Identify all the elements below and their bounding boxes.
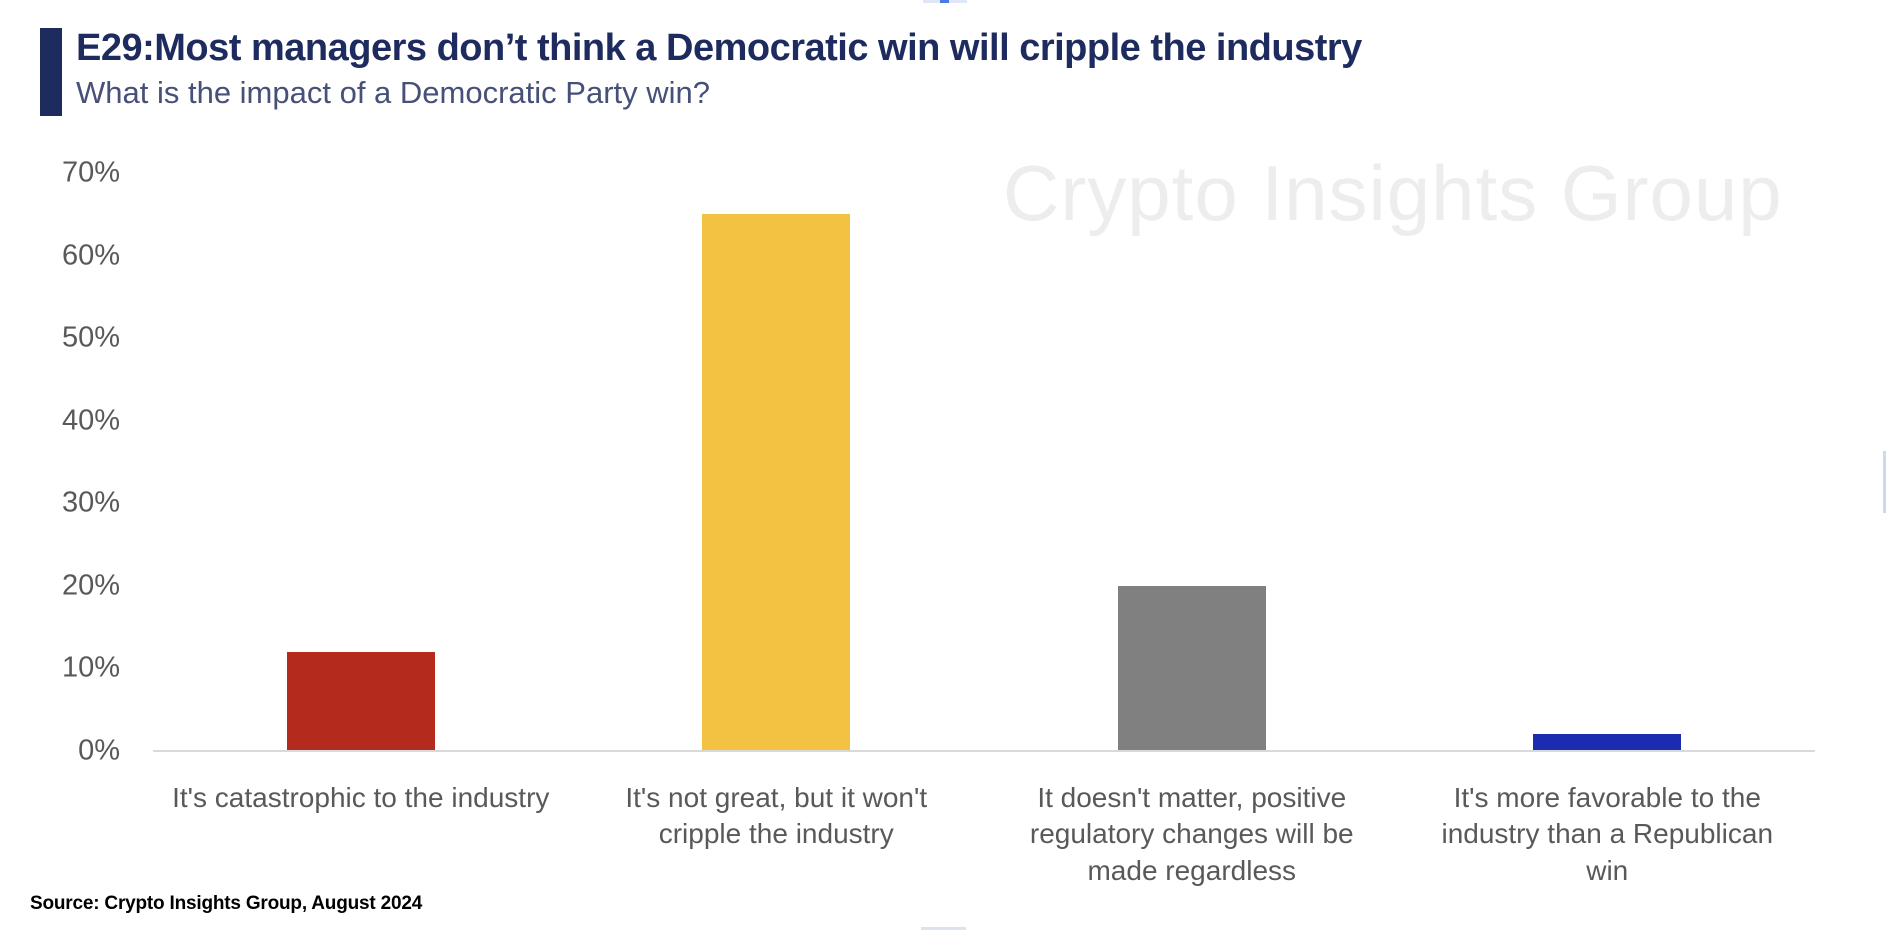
y-axis: 70% 60% 50% 40% 30% 20% 10% 0%: [30, 157, 120, 767]
top-edge-fragment: [923, 0, 967, 3]
bar-slot: [153, 173, 569, 751]
y-axis-tick-label: 20%: [61, 569, 120, 602]
category-label: It's catastrophic to the industry: [172, 782, 550, 813]
y-axis-tick-label: 40%: [61, 404, 120, 437]
y-axis-tick-label: 10%: [61, 651, 120, 684]
bar-doesnt-matter: [1117, 586, 1266, 751]
right-edge-fragment: [1883, 451, 1886, 513]
top-edge-fragment-accent: [940, 0, 949, 3]
bottom-edge-fragment: [921, 927, 966, 930]
category-label: It's more favorable to the industry than…: [1441, 782, 1774, 886]
chart-title: E29:Most managers don’t think a Democrat…: [76, 27, 1362, 69]
y-axis-tick-label: 30%: [61, 486, 120, 519]
y-axis-tick-label: 50%: [61, 321, 120, 354]
bar-slot: [1400, 173, 1816, 751]
y-axis-tick-label: 0%: [78, 734, 120, 767]
bar-slot: [984, 173, 1400, 751]
bar-not-great: [702, 214, 851, 751]
category-label: It doesn't matter, positive regulatory c…: [1029, 782, 1354, 886]
chart-header: E29:Most managers don’t think a Democrat…: [40, 27, 1362, 116]
bar-catastrophic: [286, 652, 435, 751]
x-axis-line: [153, 750, 1815, 752]
chart-subtitle: What is the impact of a Democratic Party…: [76, 74, 711, 110]
plot-area: [153, 173, 1816, 752]
bar-more-favorable: [1533, 734, 1682, 751]
bar-slot: [569, 173, 985, 751]
y-axis-tick-label: 70%: [61, 156, 120, 189]
title-accent-bar: [40, 28, 62, 116]
x-axis-labels: It's catastrophic to the industry It's n…: [153, 780, 1815, 889]
source-note: Source: Crypto Insights Group, August 20…: [30, 893, 423, 914]
y-axis-tick-label: 60%: [61, 239, 120, 272]
category-label: It's not great, but it won't cripple the…: [625, 782, 928, 850]
